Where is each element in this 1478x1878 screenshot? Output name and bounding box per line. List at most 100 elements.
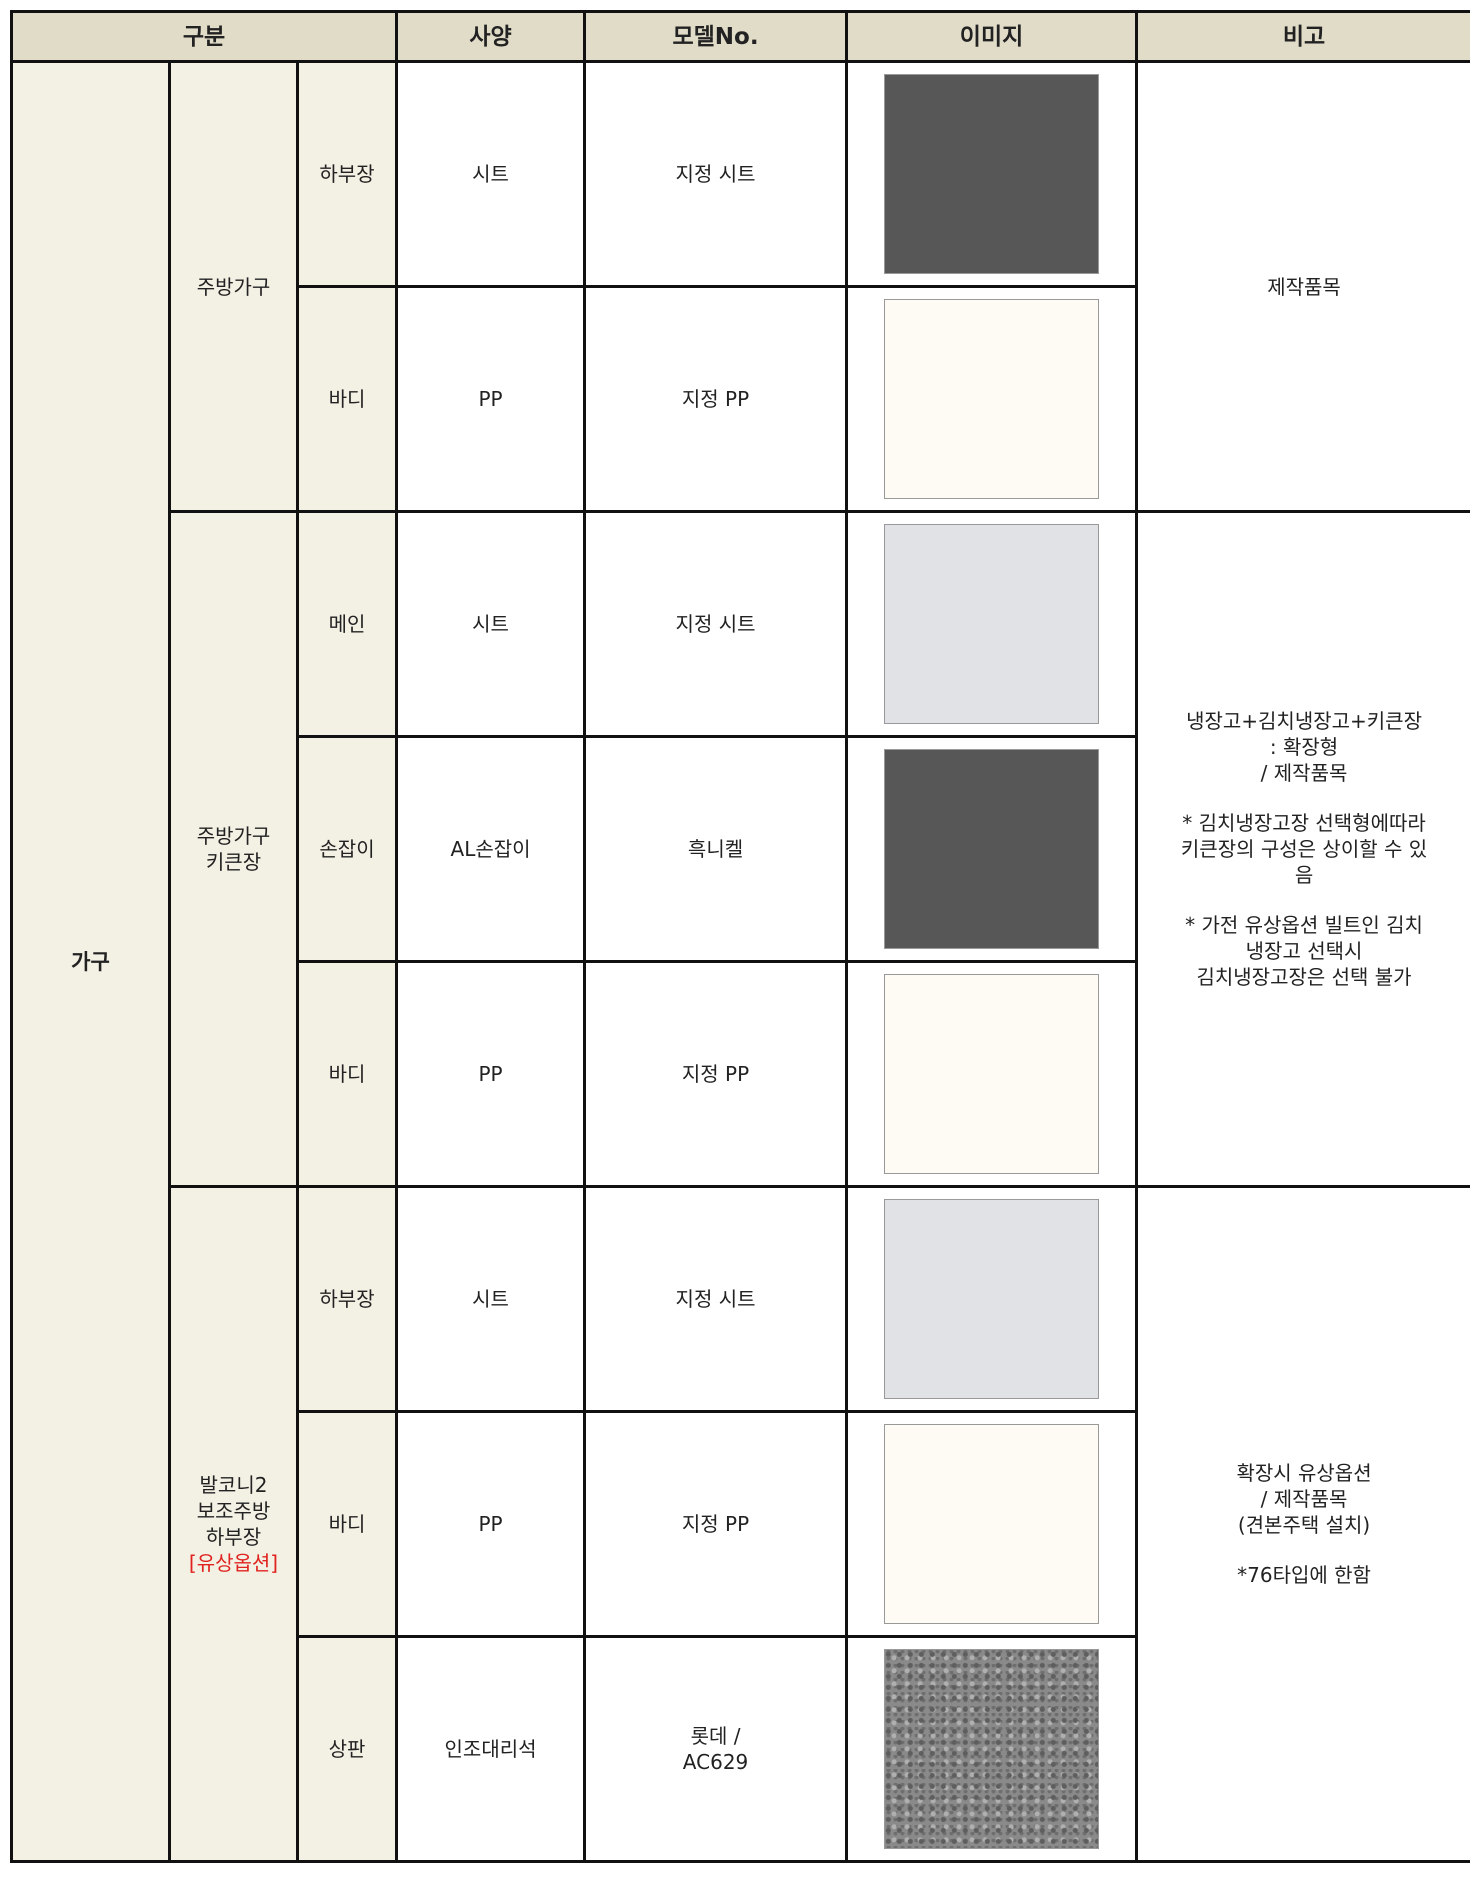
remark-line: 냉장고 선택시	[1245, 939, 1363, 963]
swatch	[884, 74, 1100, 274]
header-cell: 모델No.	[583, 10, 849, 63]
swatch	[884, 524, 1100, 724]
model-line: 지정 PP	[681, 387, 750, 411]
swatch	[884, 299, 1100, 499]
part-cell: 바디	[295, 285, 399, 513]
header-cell: 이미지	[845, 10, 1139, 63]
group-name: 보조주방	[196, 1499, 271, 1523]
group-name: 키큰장	[205, 850, 262, 874]
group-cell: 주방가구 키큰장	[168, 510, 299, 1188]
part-cell: 메인	[295, 510, 399, 738]
item-row: 주방가구 키큰장 메인 시트 지정 시트 냉장고+김치냉장고+키큰장: 확장형 / 제작품목…	[12, 510, 1470, 1188]
remark-line: 김치냉장고장은 선택 불가	[1196, 965, 1412, 989]
model-cell: 지정 PP	[583, 960, 849, 1188]
part-cell: 바디	[295, 1410, 399, 1638]
remark-line: 음	[1294, 863, 1314, 887]
model-cell: 지정 PP	[583, 1410, 849, 1638]
part-cell: 하부장	[295, 60, 399, 288]
spec-cell: 시트	[395, 510, 587, 738]
model-line: 지정 시트	[675, 1287, 756, 1311]
remark-line: (견본주택 설치)	[1237, 1513, 1371, 1537]
remark-cell: 냉장고+김치냉장고+키큰장: 확장형 / 제작품목 * 김치냉장고장 선택형에따라 키…	[1135, 510, 1470, 1188]
remark-line: 키큰장의 구성은 상이할 수 있	[1180, 837, 1428, 861]
swatch	[884, 1199, 1100, 1399]
model-cell: 지정 시트	[583, 60, 849, 288]
spec-cell: PP	[395, 1410, 587, 1638]
model-cell: 지정 PP	[583, 285, 849, 513]
remark-paragraph: *76타입에 한함	[1142, 1562, 1466, 1588]
item-row: 가구 주방가구 하부장 시트 지정 시트 제작품목	[10, 60, 1470, 1863]
item-row: 발코니2 보조주방 하부장 [유상옵션] 하부장 시트 지정 시트 확장시 유상옵션 / 제작품…	[12, 1185, 1470, 1863]
remark-line: * 김치냉장고장 선택형에따라	[1182, 811, 1426, 835]
spec-cell: PP	[395, 285, 587, 513]
header-cell: 비고	[1135, 10, 1470, 63]
remark-cell: 제작품목	[1135, 60, 1470, 513]
swatch	[884, 1649, 1100, 1849]
spec-cell: PP	[395, 960, 587, 1188]
remark-paragraph: 냉장고+김치냉장고+키큰장: 확장형 / 제작품목	[1142, 708, 1466, 786]
spec-table: 구분 사양 모델No. 이미지 비고 가구 주방가구 하부장 시트 지정 시트 제작품목 바…	[10, 10, 1470, 1863]
header-cell: 사양	[395, 10, 587, 63]
category-cell: 가구	[10, 60, 171, 1863]
remark-line: 냉장고+김치냉장고+키큰장	[1186, 709, 1422, 733]
image-cell	[845, 1410, 1139, 1638]
image-cell	[845, 285, 1139, 513]
remark-line: / 제작품목	[1260, 1487, 1348, 1511]
spec-table-wrap: 구분 사양 모델No. 이미지 비고 가구 주방가구 하부장 시트 지정 시트 제작품목 바…	[10, 10, 1470, 1878]
model-cell: 롯데 / AC629	[583, 1635, 849, 1863]
model-line: 지정 시트	[675, 612, 756, 636]
model-line: AC629	[682, 1750, 749, 1774]
remark-line: 제작품목	[1267, 274, 1341, 299]
part-cell: 상판	[295, 1635, 399, 1863]
group-name: 주방가구	[196, 824, 271, 848]
model-line: 지정 PP	[681, 1062, 750, 1086]
remark-cell: 확장시 유상옵션 / 제작품목 (견본주택 설치) *76타입에 한함	[1135, 1185, 1470, 1863]
group-name: 주방가구	[196, 274, 271, 299]
model-cell: 흑니켈	[583, 735, 849, 963]
part-cell: 하부장	[295, 1185, 399, 1413]
group-cell: 발코니2 보조주방 하부장 [유상옵션]	[168, 1185, 299, 1863]
image-cell	[845, 60, 1139, 288]
model-line: 지정 PP	[681, 1512, 750, 1536]
model-line: 지정 시트	[675, 162, 756, 186]
model-line: 롯데 /	[690, 1724, 741, 1748]
image-cell	[845, 1635, 1139, 1863]
spec-cell: 시트	[395, 60, 587, 288]
remark-paragraph: 확장시 유상옵션 / 제작품목 (견본주택 설치)	[1142, 1460, 1466, 1538]
group-name: 발코니2	[199, 1473, 268, 1497]
item-row: 손잡이 AL손잡이 흑니켈	[12, 735, 1471, 963]
model-line: 흑니켈	[687, 837, 744, 861]
spec-cell: 시트	[395, 1185, 587, 1413]
remark-paragraph: 제작품목	[1142, 274, 1466, 300]
remark-line: : 확장형	[1269, 735, 1339, 759]
item-row: 상판 인조대리석 롯데 / AC629	[12, 1635, 1471, 1863]
item-row: 바디 PP 지정 PP	[12, 960, 1471, 1188]
item-row: 바디 PP 지정 PP	[12, 1410, 1471, 1638]
header-row: 구분 사양 모델No. 이미지 비고	[10, 10, 1470, 63]
spec-cell: AL손잡이	[395, 735, 587, 963]
image-cell	[845, 960, 1139, 1188]
image-cell	[845, 735, 1139, 963]
swatch	[884, 974, 1100, 1174]
remark-line: * 가전 유상옵션 빌트인 김치	[1185, 913, 1423, 937]
part-cell: 손잡이	[295, 735, 399, 963]
remark-line: *76타입에 한함	[1237, 1563, 1371, 1587]
spec-cell: 인조대리석	[395, 1635, 587, 1863]
swatch	[884, 1424, 1100, 1624]
item-row: 바디 PP 지정 PP	[12, 285, 1471, 513]
model-cell: 지정 시트	[583, 510, 849, 738]
group-name: 하부장	[205, 1525, 262, 1549]
model-cell: 지정 시트	[583, 1185, 849, 1413]
group-cell: 주방가구	[168, 60, 299, 513]
remark-line: 확장시 유상옵션	[1236, 1461, 1372, 1485]
remark-line: / 제작품목	[1260, 761, 1348, 785]
image-cell	[845, 1185, 1139, 1413]
part-cell: 바디	[295, 960, 399, 1188]
option-label: [유상옵션]	[188, 1551, 279, 1575]
header-cell: 구분	[10, 10, 399, 63]
image-cell	[845, 510, 1139, 738]
remark-paragraph: * 가전 유상옵션 빌트인 김치 냉장고 선택시 김치냉장고장은 선택 불가	[1142, 912, 1466, 990]
swatch	[884, 749, 1100, 949]
